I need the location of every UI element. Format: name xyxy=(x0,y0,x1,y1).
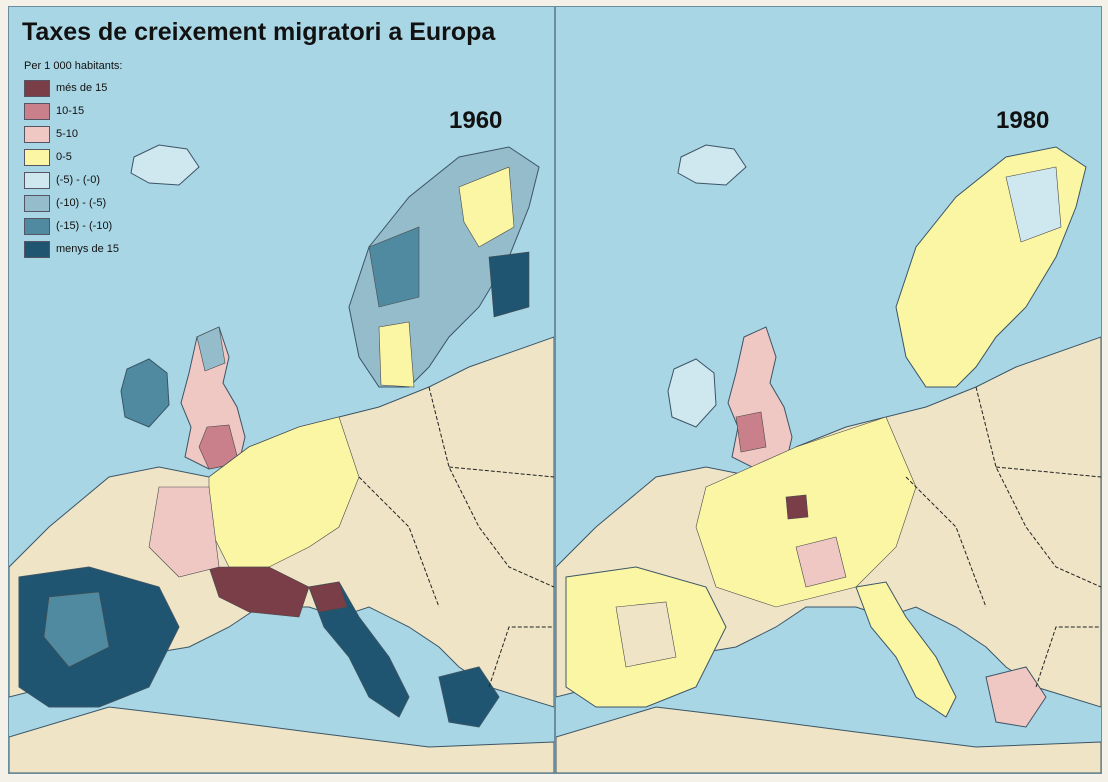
legend-label: (-10) - (-5) xyxy=(56,197,107,209)
legend-item: (-10) - (-5) xyxy=(24,193,122,213)
region-north-finland xyxy=(1005,166,1062,243)
legend-item: 0-5 xyxy=(24,147,122,167)
region-north-africa xyxy=(9,706,554,773)
map-panel-1960: 1960 xyxy=(8,6,555,774)
region-iberia-central xyxy=(43,591,110,668)
region-italy xyxy=(308,581,410,718)
legend-swatch xyxy=(24,79,50,97)
legend-swatch xyxy=(24,171,50,189)
region-greece xyxy=(985,666,1047,728)
border-line xyxy=(905,476,987,608)
europe-map-1960 xyxy=(9,7,554,773)
border-line xyxy=(1035,626,1101,688)
legend-label: (-15) - (-10) xyxy=(56,220,113,232)
region-south-sweden xyxy=(378,321,415,388)
region-iceland xyxy=(677,144,747,186)
map-year-label: 1960 xyxy=(449,107,503,134)
legend-item: més de 15 xyxy=(24,78,122,98)
legend: Per 1 000 habitants: més de 15 10-15 5-10 0… xyxy=(24,60,122,262)
legend-swatch xyxy=(24,148,50,166)
border-line xyxy=(488,626,554,688)
region-italy xyxy=(855,581,957,718)
legend-label: 0-5 xyxy=(56,151,72,163)
region-north-italy xyxy=(308,581,348,613)
region-iceland xyxy=(130,144,200,186)
legend-label: (-5) - (-0) xyxy=(56,174,100,186)
legend-swatch xyxy=(24,194,50,212)
map-title: Taxes de creixement migratori a Europa xyxy=(22,18,496,46)
region-england-west xyxy=(735,411,767,453)
region-scotland-north xyxy=(196,326,226,372)
legend-item: (-5) - (-0) xyxy=(24,170,122,190)
region-south-france xyxy=(208,566,310,618)
region-east-finland xyxy=(488,251,530,318)
region-switzerland xyxy=(785,494,809,520)
region-iberia-interior xyxy=(615,601,677,668)
legend-label: menys de 15 xyxy=(56,243,119,255)
region-central-west xyxy=(208,416,360,568)
map-panel-1980: 1980 xyxy=(555,6,1102,774)
region-north-sweden xyxy=(368,226,420,308)
region-greece xyxy=(438,666,500,728)
legend-item: 10-15 xyxy=(24,101,122,121)
legend-items: més de 15 10-15 5-10 0-5 (-5) - (-0) (-10) - … xyxy=(24,78,122,259)
region-france-southeast xyxy=(795,536,847,588)
legend-heading: Per 1 000 habitants: xyxy=(24,60,123,72)
border-line xyxy=(428,386,554,588)
region-north-africa xyxy=(556,706,1101,773)
region-france-west xyxy=(148,486,220,578)
legend-label: 10-15 xyxy=(56,105,85,117)
border-line xyxy=(448,466,554,478)
legend-swatch xyxy=(24,240,50,258)
europe-map-1980 xyxy=(556,7,1101,773)
border-line xyxy=(975,386,1101,588)
border-line xyxy=(358,476,440,608)
legend-label: 5-10 xyxy=(56,128,79,140)
region-north-finland xyxy=(458,166,515,248)
region-ireland xyxy=(120,358,170,428)
legend-label: més de 15 xyxy=(56,82,108,94)
legend-swatch xyxy=(24,217,50,235)
region-ireland xyxy=(667,358,717,428)
legend-swatch xyxy=(24,125,50,143)
legend-item: menys de 15 xyxy=(24,239,122,259)
map-year-label: 1980 xyxy=(996,107,1050,134)
border-line xyxy=(995,466,1101,478)
legend-item: (-15) - (-10) xyxy=(24,216,122,236)
legend-item: 5-10 xyxy=(24,124,122,144)
legend-swatch xyxy=(24,102,50,120)
